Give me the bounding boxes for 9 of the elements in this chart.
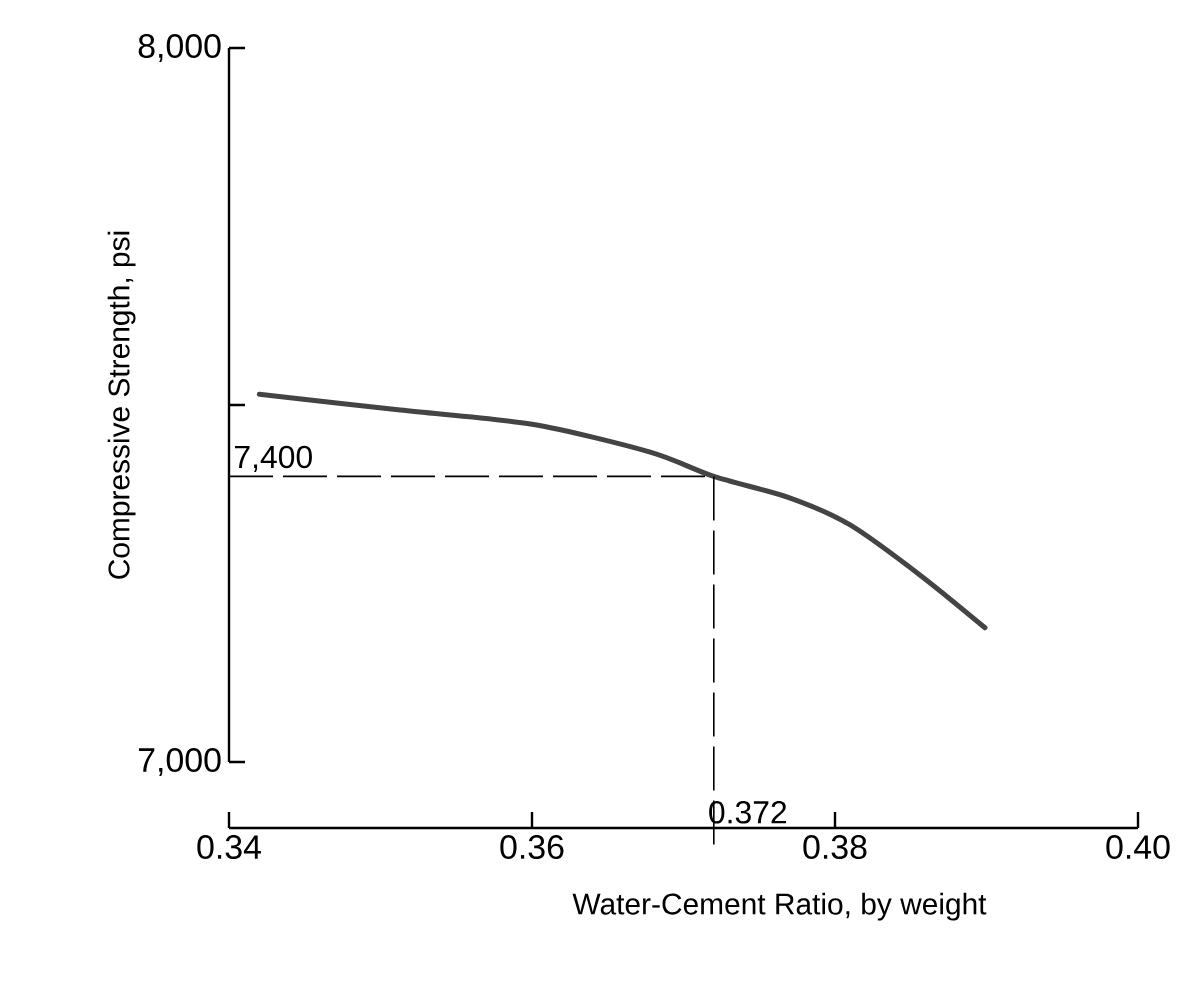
x-tick-label: 0.36 bbox=[500, 835, 564, 860]
x-tick-label: 0.34 bbox=[197, 835, 261, 860]
ref-line-label: 7,400 bbox=[235, 445, 312, 472]
y-axis-title: Compressive Strength, psi bbox=[107, 231, 136, 579]
y-tick-label: 8,000 bbox=[138, 34, 221, 62]
x-axis-title: Water-Cement Ratio, by weight bbox=[572, 892, 987, 921]
x-tick-label: 0.38 bbox=[803, 835, 867, 860]
x-tick-label: 0.40 bbox=[1106, 835, 1170, 860]
y-tick-label: 7,000 bbox=[138, 748, 221, 776]
